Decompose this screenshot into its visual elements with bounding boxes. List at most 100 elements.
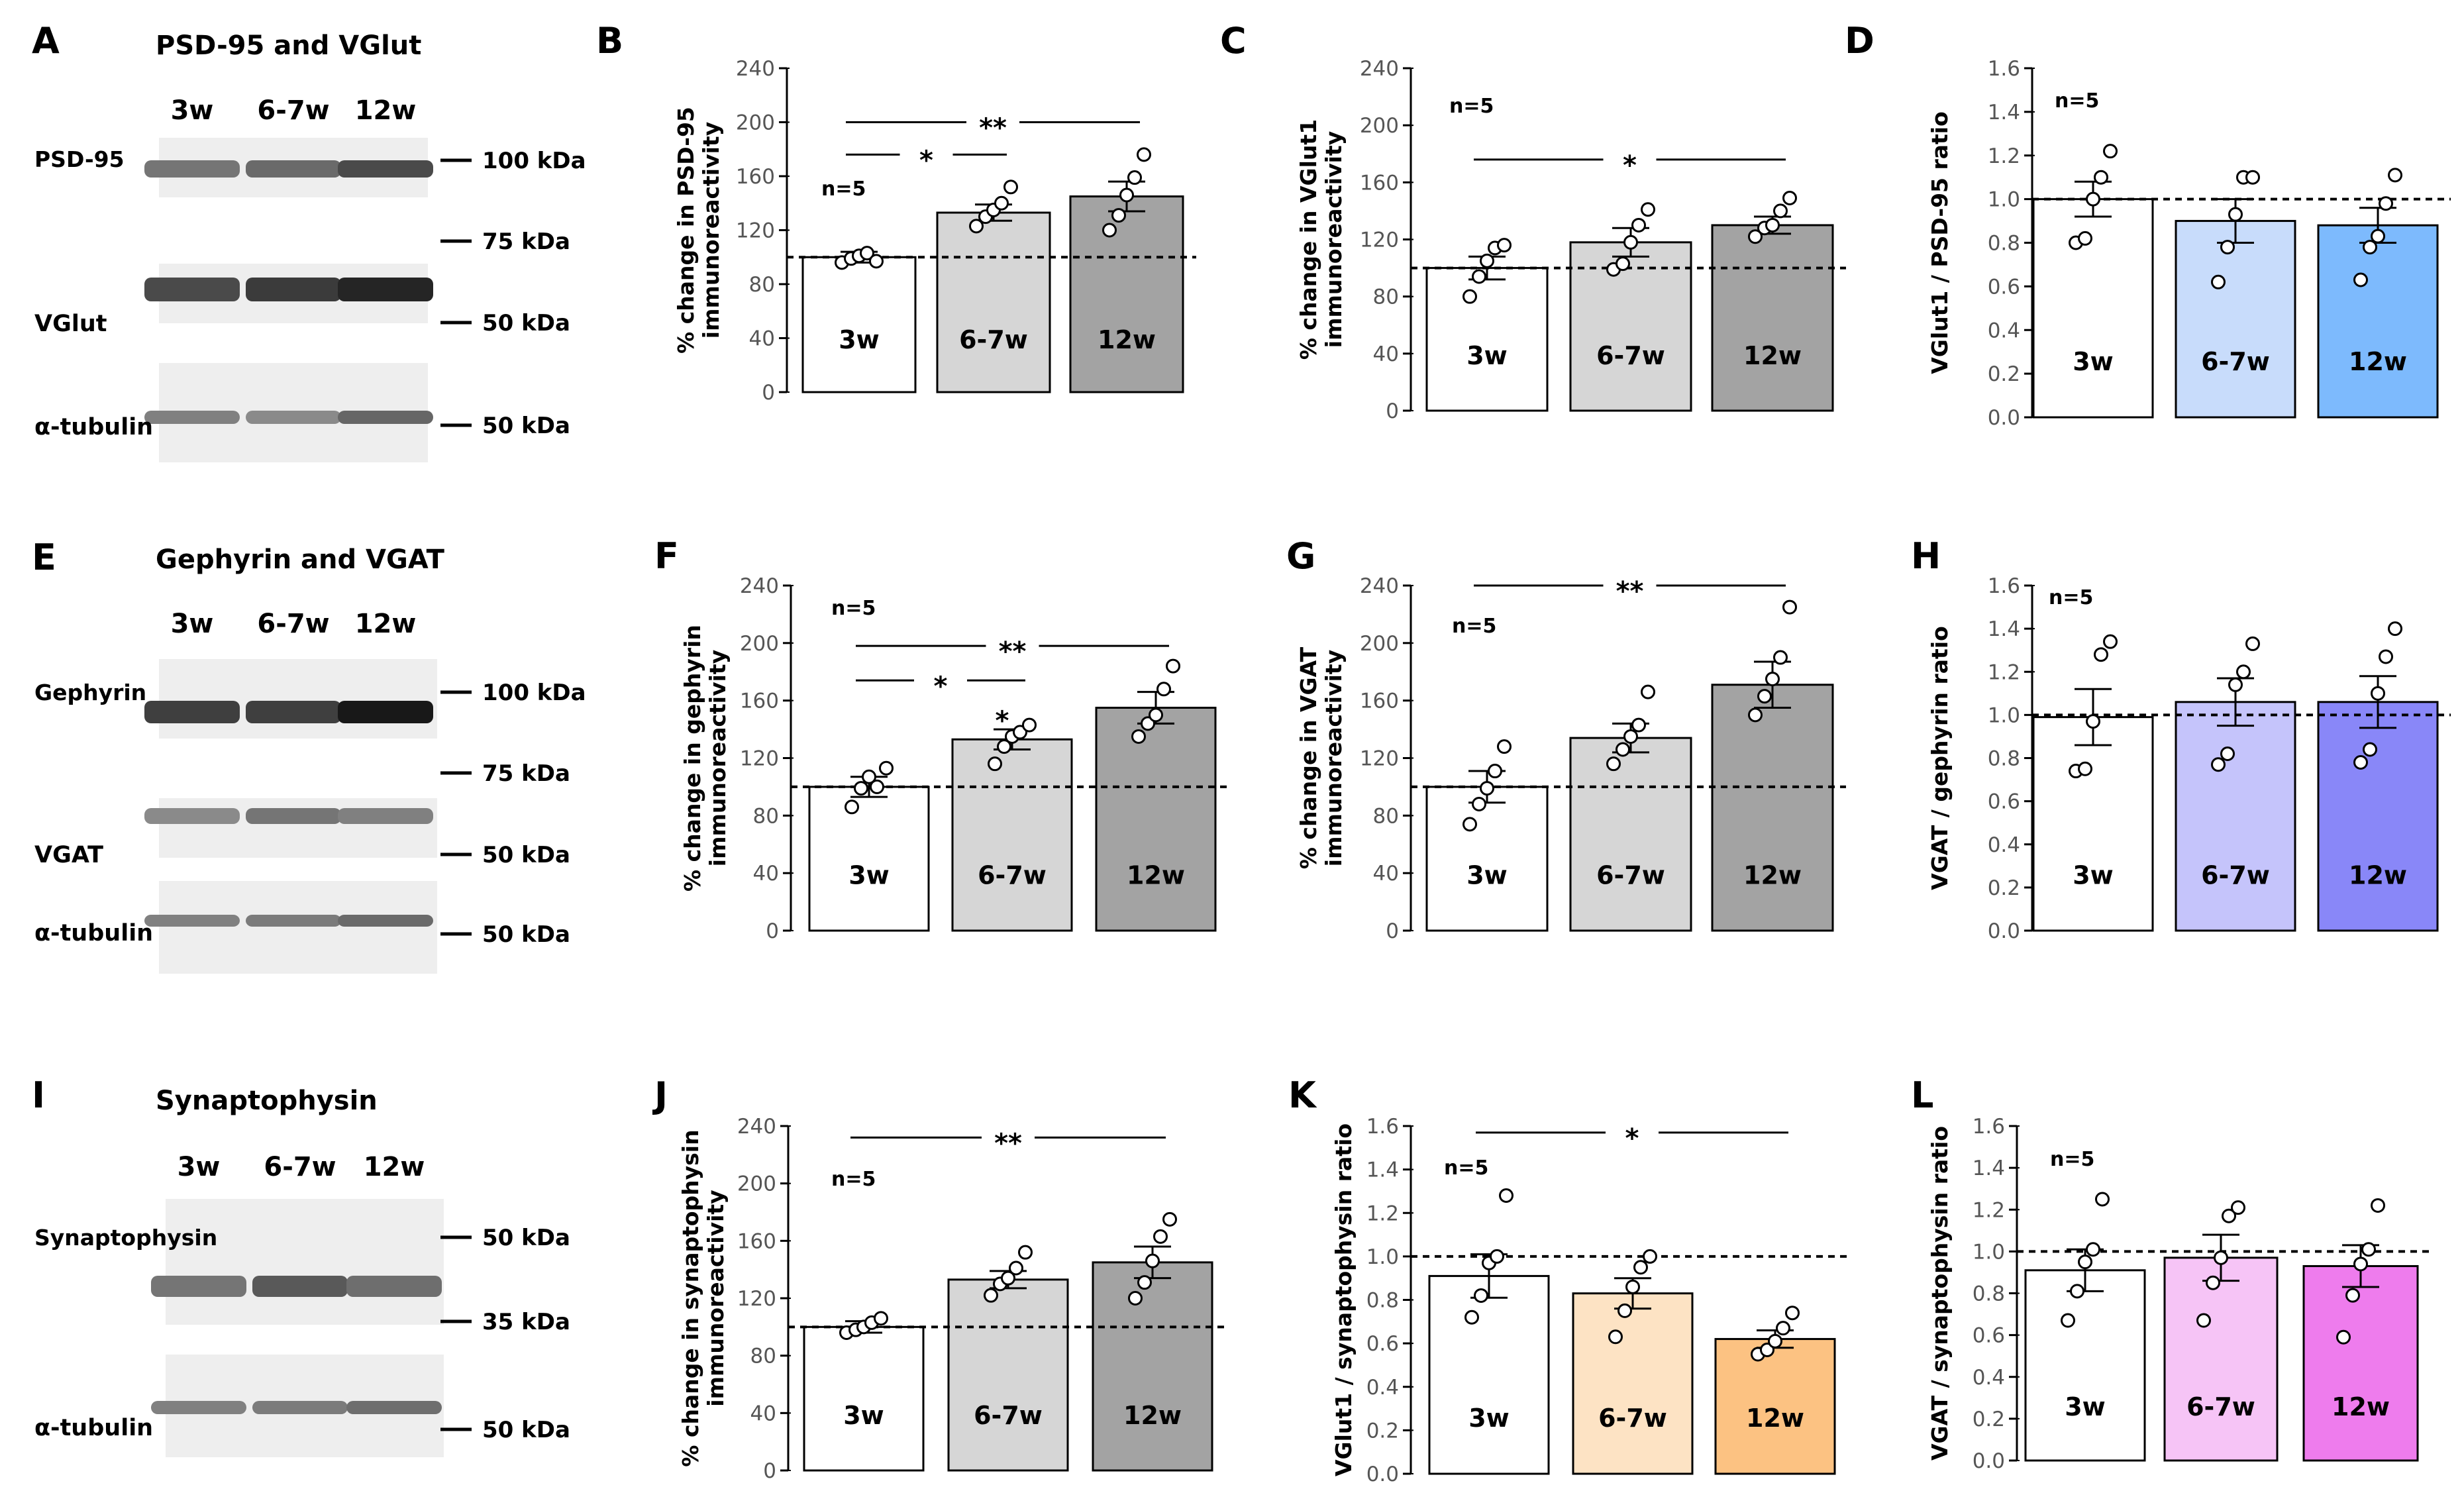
bar-6-7w — [2163, 1257, 2279, 1462]
y-axis-label-line: VGAT / gephyrin ratio — [1927, 626, 1953, 890]
data-point — [1009, 1260, 1023, 1276]
y-tick-label: 0 — [766, 919, 779, 943]
group-label: 6-7w — [264, 1152, 336, 1182]
y-tick-label: 1.6 — [1988, 574, 2020, 598]
y-tick-label: 0 — [763, 1459, 776, 1483]
y-tick-label: 0.8 — [1988, 747, 2020, 771]
data-point — [1472, 796, 1486, 811]
bar-3w — [2024, 1269, 2146, 1462]
marker-label: 50 kDa — [482, 413, 570, 439]
data-point — [2363, 240, 2377, 255]
bar-12w — [1069, 195, 1184, 393]
chart-panel-h: H VGAT / gephyrin ratio 0.0 0.2 0.4 0.6 0.8 1.0… — [1911, 535, 2451, 943]
data-point — [2236, 664, 2251, 680]
data-point — [2345, 1288, 2360, 1303]
data-point — [2070, 1284, 2084, 1299]
y-axis-label-line: VGlut1 / synaptophysin ratio — [1331, 1123, 1357, 1476]
y-tick-label: 80 — [1373, 285, 1399, 309]
y-tick-label: 1.0 — [1988, 703, 2020, 727]
data-point — [874, 1311, 888, 1326]
group-label: 6-7w — [257, 95, 329, 126]
blot-band — [144, 411, 240, 424]
bar-category-label: 6-7w — [1596, 861, 1665, 890]
bar-12w — [2317, 224, 2439, 419]
data-point — [1748, 229, 1763, 244]
chart-panel-d: D VGlut1 / PSD-95 ratio 0.0 0.2 0.4 0.6 0.8 1.0… — [1845, 20, 2451, 430]
y-tick-label: 0.2 — [1973, 1408, 2005, 1431]
data-point — [2220, 746, 2235, 761]
data-point — [2095, 1192, 2110, 1207]
data-point — [2196, 1313, 2211, 1328]
data-point — [1633, 1260, 1648, 1275]
data-point — [1474, 1288, 1488, 1303]
data-point — [2220, 240, 2235, 255]
bar-6-7w — [947, 1278, 1069, 1472]
data-point — [1127, 170, 1142, 185]
y-axis-label-line: immunoreactivity — [1321, 650, 1347, 866]
n-label: n=5 — [821, 178, 866, 201]
data-point — [2103, 144, 2118, 159]
bar-category-label: 12w — [1127, 861, 1185, 890]
y-tick-label: 1.6 — [1973, 1115, 2005, 1139]
y-tick-label: 1.6 — [1366, 1115, 1399, 1139]
bar-12w — [2317, 701, 2439, 932]
data-point — [1773, 203, 1788, 219]
y-tick-label: 1.2 — [1366, 1202, 1399, 1225]
blot-band — [246, 808, 341, 824]
bar-category-label: 6-7w — [2201, 861, 2270, 890]
y-tick-label: 160 — [737, 1229, 776, 1253]
data-point — [1149, 707, 1163, 723]
data-point — [1782, 599, 1797, 615]
blot-band — [338, 278, 433, 301]
data-point — [2336, 1329, 2351, 1345]
bar-category-label: 3w — [2065, 1392, 2106, 1421]
bar-category-label: 3w — [843, 1401, 884, 1430]
protein-label: PSD-95 — [34, 146, 125, 172]
blot-band — [144, 915, 240, 927]
data-point — [2231, 1200, 2245, 1215]
blot-band — [338, 160, 433, 178]
group-label: 3w — [171, 95, 214, 126]
y-axis-label-line: VGlut1 / PSD-95 ratio — [1927, 111, 1953, 374]
y-tick-label: 40 — [1373, 342, 1399, 366]
data-point — [2061, 1313, 2075, 1328]
data-point — [1153, 1229, 1168, 1244]
bar-category-label: 12w — [2349, 861, 2407, 890]
y-tick-label: 1.2 — [1988, 660, 2020, 684]
marker-label: 50 kDa — [482, 1417, 570, 1443]
y-axis-label: VGlut1 / PSD-95 ratio — [1927, 111, 1953, 374]
data-point — [1765, 672, 1780, 687]
y-tick-label: 240 — [740, 574, 779, 598]
panel-letter: B — [596, 20, 623, 62]
significance-stars: * — [919, 145, 933, 176]
blot-band — [338, 915, 433, 927]
data-point — [1463, 817, 1477, 832]
blot-strip — [166, 1199, 444, 1325]
blot-band — [346, 1401, 442, 1414]
n-label: n=5 — [831, 1168, 876, 1191]
marker-label: 35 kDa — [482, 1309, 570, 1335]
blot-title: Gephyrin and VGAT — [156, 544, 445, 575]
group-label: 3w — [171, 609, 214, 639]
blot-panel-e: E Gephyrin and VGAT 3w 6-7w 12w Gephyrin 100 k… — [32, 537, 586, 974]
bar-category-label: 12w — [2332, 1392, 2390, 1421]
bar-12w — [1711, 224, 1834, 412]
data-point — [2094, 647, 2108, 662]
panel-letter: A — [32, 20, 60, 62]
y-tick-label: 0.8 — [1973, 1282, 2005, 1306]
significance-stars: ** — [979, 113, 1007, 144]
data-point — [2222, 1208, 2236, 1223]
data-point — [862, 769, 876, 784]
data-point — [2211, 274, 2226, 289]
y-tick-label: 0.0 — [1366, 1463, 1399, 1486]
y-axis-label-line: % change in VGlut1 — [1296, 119, 1321, 360]
data-point — [2078, 1255, 2092, 1270]
bar-category-label: 3w — [1468, 1404, 1510, 1433]
blot-band — [246, 160, 341, 178]
data-point — [1111, 208, 1126, 223]
panel-letter: J — [652, 1074, 668, 1116]
y-tick-label: 80 — [749, 273, 775, 297]
marker-label: 75 kDa — [482, 760, 570, 787]
chart-panel-f: F % change in gephyrinimmunoreactivity 0 40… — [654, 535, 1229, 943]
protein-label: Synaptophysin — [34, 1225, 217, 1251]
